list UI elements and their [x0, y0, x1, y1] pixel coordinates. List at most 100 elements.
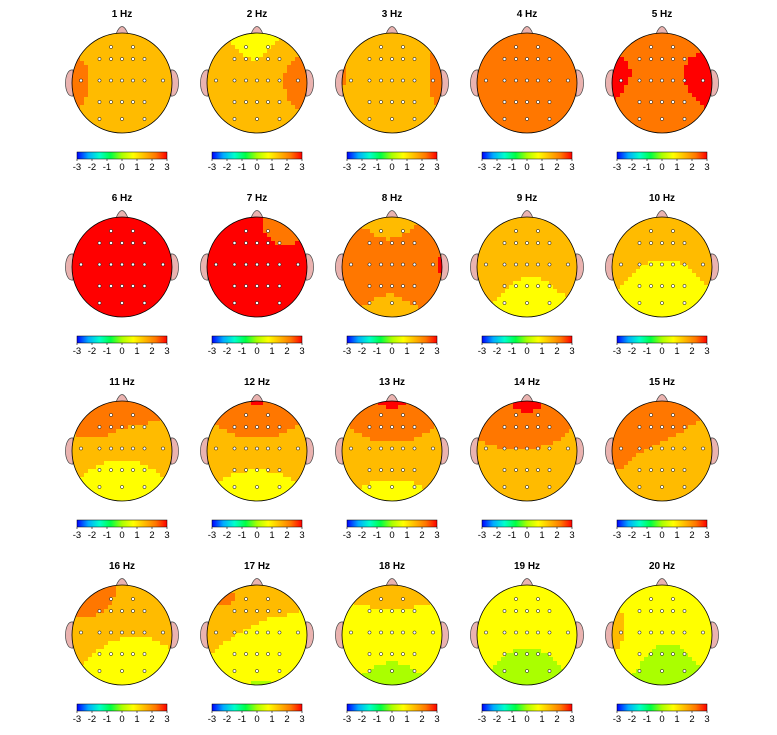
- field-cell: [525, 37, 530, 42]
- field-cell: [215, 257, 220, 262]
- field-cell: [291, 61, 296, 66]
- field-cell: [386, 313, 391, 317]
- field-cell: [108, 293, 113, 298]
- field-cell: [88, 253, 93, 258]
- field-cell: [481, 257, 486, 262]
- field-cell: [295, 105, 300, 110]
- field-cell: [366, 257, 371, 262]
- field-cell: [223, 53, 228, 58]
- field-cell: [430, 289, 435, 294]
- field-cell: [525, 61, 530, 66]
- electrode: [484, 78, 488, 83]
- field-cell: [394, 125, 399, 130]
- field-cell: [362, 281, 367, 286]
- field-cell: [211, 281, 216, 286]
- field-cell: [251, 109, 256, 114]
- field-cell: [537, 217, 542, 222]
- field-cell: [394, 77, 399, 82]
- field-cell: [386, 85, 391, 90]
- field-cell: [541, 225, 546, 230]
- field-cell: [100, 273, 105, 278]
- field-cell: [259, 229, 264, 234]
- field-cell: [406, 57, 411, 62]
- field-cell: [227, 301, 232, 306]
- field-cell: [676, 77, 681, 82]
- field-cell: [112, 309, 117, 314]
- field-cell: [291, 297, 296, 302]
- field-cell: [239, 281, 244, 286]
- field-cell: [692, 117, 697, 122]
- topomap-grid: 1 Hz-3 -2 -1 0 1 2 32 Hz-3 -2 -1 0 1 2 33 Hz-3 -2 -1 0 1…: [65, 9, 719, 725]
- field-cell: [370, 309, 375, 314]
- field-cell: [227, 285, 232, 290]
- field-cell: [521, 69, 526, 74]
- field-cell: [227, 61, 232, 66]
- field-cell: [664, 85, 669, 90]
- field-cell: [529, 261, 534, 266]
- field-cell: [541, 49, 546, 54]
- field-cell: [231, 277, 236, 282]
- field-cell: [430, 285, 435, 290]
- electrode: [266, 284, 270, 288]
- field-cell: [287, 97, 292, 102]
- field-cell: [299, 97, 304, 102]
- field-cell: [553, 273, 558, 278]
- field-cell: [382, 265, 387, 270]
- field-cell: [148, 93, 153, 98]
- field-cell: [366, 53, 371, 58]
- field-cell: [100, 237, 105, 242]
- field-cell: [422, 101, 427, 106]
- field-cell: [211, 257, 216, 262]
- field-cell: [223, 109, 228, 114]
- field-cell: [239, 45, 244, 50]
- field-cell: [96, 257, 101, 262]
- field-cell: [215, 265, 220, 270]
- field-cell: [374, 249, 379, 254]
- field-cell: [263, 97, 268, 102]
- field-cell: [398, 229, 403, 234]
- field-cell: [128, 113, 133, 118]
- field-cell: [231, 297, 236, 302]
- field-cell: [620, 89, 625, 94]
- field-cell: [668, 117, 673, 122]
- field-cell: [386, 269, 391, 274]
- field-cell: [493, 269, 498, 274]
- field-cell: [247, 265, 252, 270]
- field-cell: [168, 69, 172, 74]
- field-cell: [517, 117, 522, 122]
- field-cell: [557, 49, 562, 54]
- field-cell: [636, 93, 641, 98]
- field-cell: [295, 93, 300, 98]
- field-cell: [275, 85, 280, 90]
- field-cell: [354, 89, 359, 94]
- field-cell: [152, 105, 157, 110]
- field-cell: [374, 229, 379, 234]
- field-cell: [239, 245, 244, 250]
- field-cell: [517, 249, 522, 254]
- field-cell: [92, 265, 97, 270]
- field-cell: [156, 105, 161, 110]
- field-cell: [247, 237, 252, 242]
- field-cell: [128, 117, 133, 122]
- field-cell: [247, 293, 252, 298]
- field-cell: [410, 241, 415, 246]
- field-cell: [410, 101, 415, 106]
- field-cell: [132, 125, 137, 130]
- field-cell: [557, 245, 562, 250]
- field-cell: [501, 65, 506, 70]
- field-cell: [271, 301, 276, 306]
- field-cell: [549, 81, 554, 86]
- field-cell: [140, 257, 145, 262]
- field-cell: [438, 69, 442, 74]
- field-cell: [390, 109, 395, 114]
- field-cell: [509, 125, 514, 130]
- field-cell: [80, 57, 85, 62]
- field-cell: [92, 121, 97, 126]
- electrode: [390, 117, 394, 121]
- field-cell: [299, 69, 304, 74]
- field-cell: [422, 65, 427, 70]
- field-cell: [295, 241, 300, 246]
- electrode: [367, 301, 372, 305]
- field-cell: [517, 101, 522, 106]
- field-cell: [374, 253, 379, 258]
